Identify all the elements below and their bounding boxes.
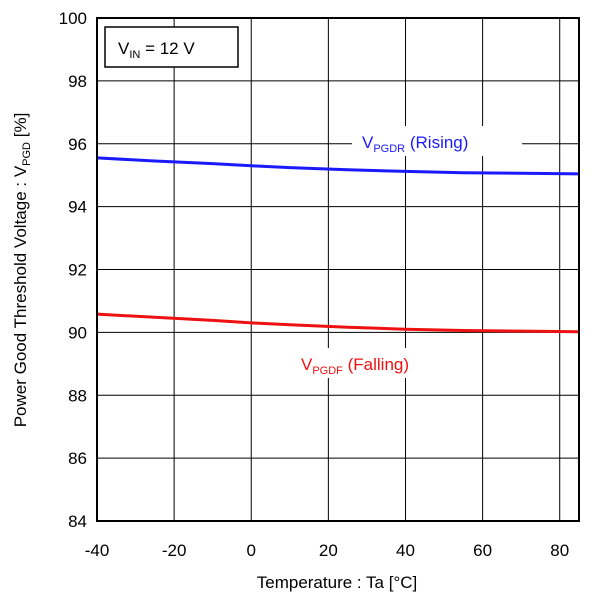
x-tick-label: -40 (85, 541, 110, 560)
x-tick-label: 80 (550, 541, 569, 560)
y-tick-label: 96 (68, 135, 87, 154)
x-tick-label: -20 (162, 541, 187, 560)
y-tick-label: 88 (68, 386, 87, 405)
x-tick-label: 20 (319, 541, 338, 560)
y-tick-label: 100 (59, 9, 87, 28)
y-tick-label: 90 (68, 323, 87, 342)
tick-labels: 84 86 88 90 92 94 96 98 100 -40 -20 0 20 40 60 80 (59, 9, 570, 560)
x-tick-label: 0 (247, 541, 256, 560)
condition-label: VIN = 12 V (118, 39, 195, 61)
y-tick-label: 94 (68, 198, 87, 217)
y-tick-label: 86 (68, 449, 87, 468)
y-tick-label: 98 (68, 72, 87, 91)
falling-series-label: VPGDF (Falling) (301, 355, 409, 377)
rising-series-label: VPGDR (Rising) (362, 133, 468, 155)
series-line-rising (96, 156, 580, 176)
x-axis-title: Temperature : Ta [°C] (257, 573, 418, 592)
y-tick-label: 92 (68, 261, 87, 280)
plot-frame (96, 17, 580, 522)
x-tick-label: 40 (396, 541, 415, 560)
condition-box: VIN = 12 V (104, 26, 239, 68)
x-tick-label: 60 (473, 541, 492, 560)
y-axis-title: Power Good Threshold Voltage : VPGD [%] (11, 113, 33, 428)
series-line-falling (96, 312, 580, 334)
y-tick-label: 84 (68, 512, 87, 531)
rising-label-bg (352, 126, 522, 156)
grid-lines (96, 17, 579, 522)
series-layer (96, 156, 580, 334)
falling-label-bg (293, 348, 463, 378)
